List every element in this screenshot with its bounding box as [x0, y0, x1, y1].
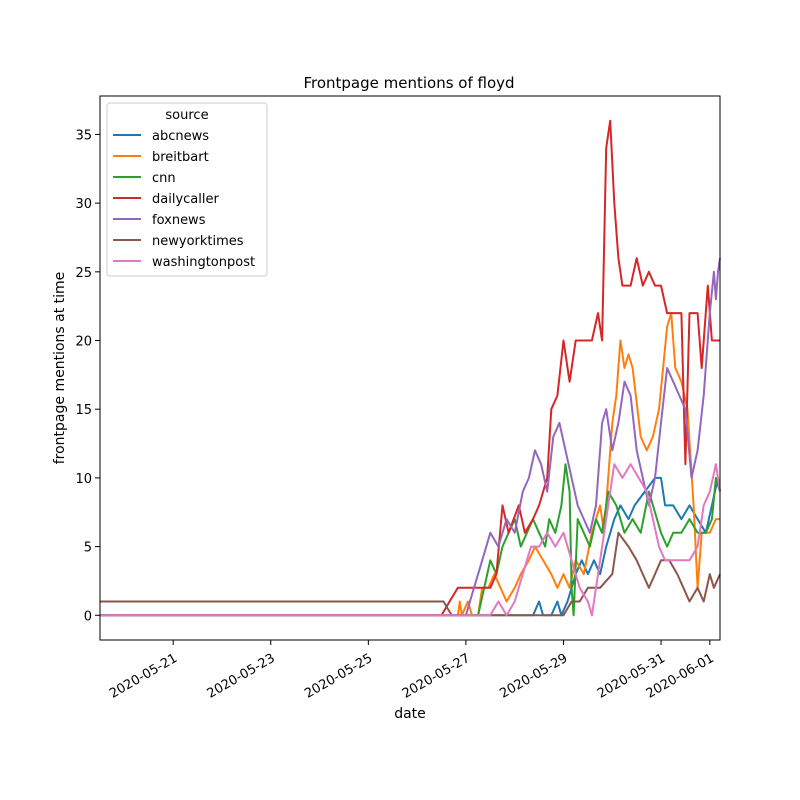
legend-label: foxnews — [152, 213, 206, 228]
legend-label: dailycaller — [152, 192, 219, 207]
x-axis: 2020-05-21 2020-05-23 2020-05-25 2020-05-27… — [107, 640, 717, 702]
y-tick-label: 10 — [75, 472, 92, 487]
legend-label: abcnews — [152, 129, 209, 144]
x-tick-label: 2020-05-25 — [302, 651, 375, 702]
legend-label: washingtonpost — [152, 255, 255, 270]
x-tick-label: 2020-05-29 — [497, 651, 570, 702]
legend: source abcnews breitbart cnn dailycaller fox… — [106, 102, 268, 277]
x-tick-label: 2020-05-23 — [205, 651, 278, 702]
x-axis-label: date — [394, 706, 426, 722]
x-tick-label: 2020-05-27 — [400, 651, 473, 702]
y-tick-label: 0 — [84, 609, 92, 624]
legend-label: cnn — [152, 171, 176, 186]
series-line-dailycaller — [100, 119, 720, 617]
y-tick-label: 30 — [75, 197, 92, 212]
y-tick-label: 15 — [75, 403, 92, 418]
y-tick-label: 35 — [75, 128, 92, 143]
legend-title: source — [165, 108, 208, 123]
series-line-newyorktimes — [100, 531, 721, 617]
legend-entries: abcnews breitbart cnn dailycaller foxnews new… — [113, 129, 255, 270]
chart-title: Frontpage mentions of floyd — [303, 74, 514, 92]
y-tick-label: 20 — [75, 335, 92, 350]
plot-lines — [100, 119, 721, 617]
x-tick-label: 2020-05-21 — [107, 651, 180, 702]
series-line-foxnews — [100, 257, 721, 617]
series-line-abcnews — [100, 476, 721, 617]
y-axis: 0 5 10 15 20 25 30 35 — [75, 128, 100, 624]
legend-label: newyorktimes — [152, 234, 244, 249]
y-axis-label: frontpage mentions at time — [52, 272, 68, 465]
y-tick-label: 25 — [75, 266, 92, 281]
plot-area-frame — [99, 95, 721, 641]
legend-label: breitbart — [152, 150, 209, 165]
series-line-cnn — [100, 463, 721, 617]
legend-box — [106, 102, 268, 277]
series-line-washingtonpost — [100, 463, 721, 617]
y-tick-label: 5 — [84, 541, 92, 556]
series-line-breitbart — [100, 312, 720, 617]
